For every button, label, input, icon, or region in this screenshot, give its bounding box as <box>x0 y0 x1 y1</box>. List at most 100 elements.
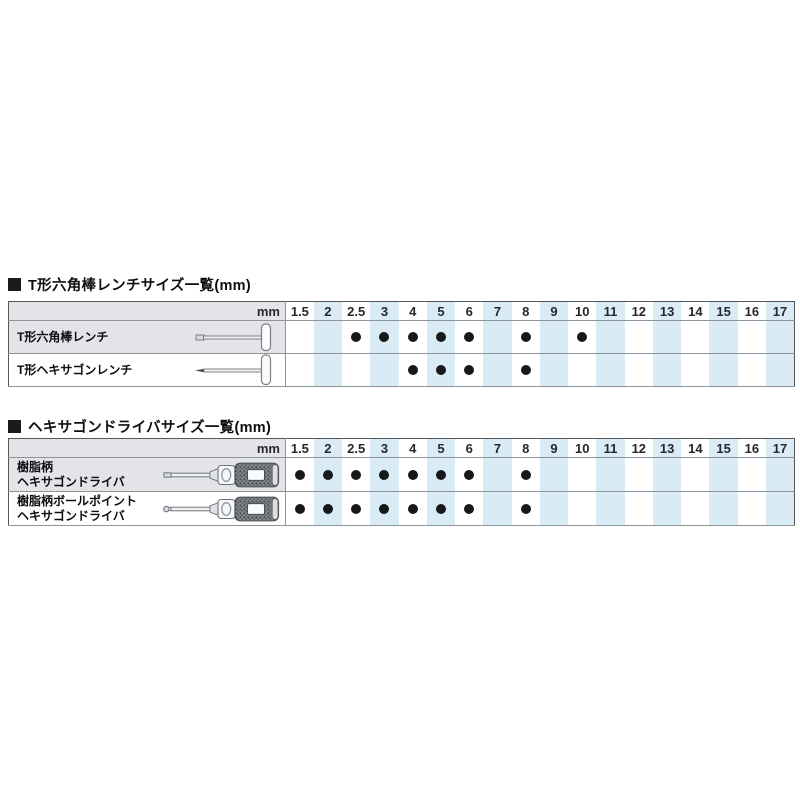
size-cell <box>568 320 597 354</box>
row-label-cell: 樹脂柄ボールポイント ヘキサゴンドライバ <box>8 491 286 526</box>
availability-dot <box>407 469 418 480</box>
size-cell <box>342 491 371 526</box>
size-cell <box>342 457 371 492</box>
t-hexagon-wrench-icon <box>195 354 272 386</box>
size-column-header: 6 <box>455 438 484 458</box>
size-cell <box>709 320 738 354</box>
availability-dot <box>577 332 588 342</box>
size-cell <box>370 353 399 387</box>
availability-dot <box>464 503 475 514</box>
availability-dot <box>435 332 446 342</box>
size-column-header: 12 <box>624 301 653 321</box>
size-cell <box>681 320 710 354</box>
size-column-header: 14 <box>681 301 710 321</box>
availability-dot <box>294 469 305 480</box>
size-cell <box>652 353 682 387</box>
availability-dot <box>379 469 390 480</box>
size-cell <box>313 353 343 387</box>
size-column-header: 1.5 <box>285 301 314 321</box>
size-column-header: 1.5 <box>285 438 314 458</box>
size-column-header: 5 <box>426 301 456 321</box>
unit-header-cell: mm <box>8 301 286 321</box>
section-title: T形六角棒レンチサイズ一覧(mm) <box>8 275 795 294</box>
size-table-section: T形六角棒レンチサイズ一覧(mm) mm 1.5 2 2.5 3 4 5 6 7 8 9 10 11 1… <box>8 275 795 387</box>
availability-dot <box>435 503 446 514</box>
size-column-header: 5 <box>426 438 456 458</box>
row-label: T形ヘキサゴンレンチ <box>17 362 133 377</box>
size-column-header: 2.5 <box>342 438 371 458</box>
availability-dot <box>464 332 475 342</box>
size-column-header: 13 <box>652 438 682 458</box>
availability-dot <box>520 365 531 375</box>
size-column-header: 12 <box>624 438 653 458</box>
size-cell <box>709 353 738 387</box>
size-column-header: 7 <box>483 438 512 458</box>
size-cell <box>398 320 427 354</box>
size-cell <box>766 491 795 526</box>
row-label: T形六角棒レンチ <box>17 329 109 344</box>
size-cell <box>568 491 597 526</box>
size-column-header: 4 <box>398 301 427 321</box>
size-table-section: ヘキサゴンドライバサイズ一覧(mm) mm 1.5 2 2.5 3 4 5 6 7 8 9 10 11… <box>8 417 795 526</box>
size-cell <box>285 491 314 526</box>
availability-dot <box>407 503 418 514</box>
size-cell <box>596 457 625 492</box>
section-title: ヘキサゴンドライバサイズ一覧(mm) <box>8 417 795 436</box>
size-column-header: 8 <box>511 301 540 321</box>
size-cell <box>313 457 343 492</box>
size-cell <box>737 491 767 526</box>
size-column-header: 2 <box>313 438 343 458</box>
size-column-header: 15 <box>709 438 738 458</box>
availability-dot <box>379 332 390 342</box>
size-cell <box>398 457 427 492</box>
size-column-header: 7 <box>483 301 512 321</box>
size-cell <box>511 491 540 526</box>
size-cell <box>398 353 427 387</box>
size-cell <box>342 353 371 387</box>
availability-dot <box>520 469 531 480</box>
size-column-header: 2 <box>313 301 343 321</box>
size-cell <box>455 491 484 526</box>
availability-dot <box>322 469 333 480</box>
section-title-text: T形六角棒レンチサイズ一覧(mm) <box>28 278 251 294</box>
unit-header-cell: mm <box>8 438 286 458</box>
size-column-header: 17 <box>766 301 795 321</box>
availability-dot <box>322 503 333 514</box>
size-column-header: 10 <box>568 301 597 321</box>
size-table: mm 1.5 2 2.5 3 4 5 6 7 8 9 10 11 12 13 14 15 16 17 樹脂柄 ヘキサ… <box>8 438 795 526</box>
table-row: 樹脂柄ボールポイント ヘキサゴンドライバ <box>8 491 795 526</box>
availability-dot <box>435 365 446 375</box>
size-column-header: 16 <box>737 301 767 321</box>
size-cell <box>596 320 625 354</box>
size-column-header: 11 <box>596 438 625 458</box>
availability-dot <box>351 469 362 480</box>
size-column-header: 9 <box>539 438 569 458</box>
size-cell <box>624 353 653 387</box>
size-cell <box>313 491 343 526</box>
availability-dot <box>351 503 362 514</box>
size-cell <box>370 457 399 492</box>
t-hex-wrench-icon <box>195 322 272 351</box>
size-cell <box>737 320 767 354</box>
table-row: T形ヘキサゴンレンチ <box>8 353 795 387</box>
size-cell <box>285 320 314 354</box>
size-column-header: 10 <box>568 438 597 458</box>
size-cell <box>539 353 569 387</box>
section-title-text: ヘキサゴンドライバサイズ一覧(mm) <box>28 420 272 436</box>
size-cell <box>681 353 710 387</box>
size-cell <box>398 491 427 526</box>
size-column-header: 6 <box>455 301 484 321</box>
size-cell <box>483 457 512 492</box>
size-cell <box>511 320 540 354</box>
size-cell <box>511 353 540 387</box>
size-column-header: 2.5 <box>342 301 371 321</box>
size-column-header: 17 <box>766 438 795 458</box>
size-cell <box>483 491 512 526</box>
row-label-cell: T形ヘキサゴンレンチ <box>8 353 286 387</box>
table-row: T形六角棒レンチ <box>8 320 795 354</box>
size-cell <box>737 353 767 387</box>
size-cell <box>652 457 682 492</box>
size-cell <box>766 353 795 387</box>
size-cell <box>568 457 597 492</box>
row-label: 樹脂柄ボールポイント ヘキサゴンドライバ <box>17 493 138 523</box>
